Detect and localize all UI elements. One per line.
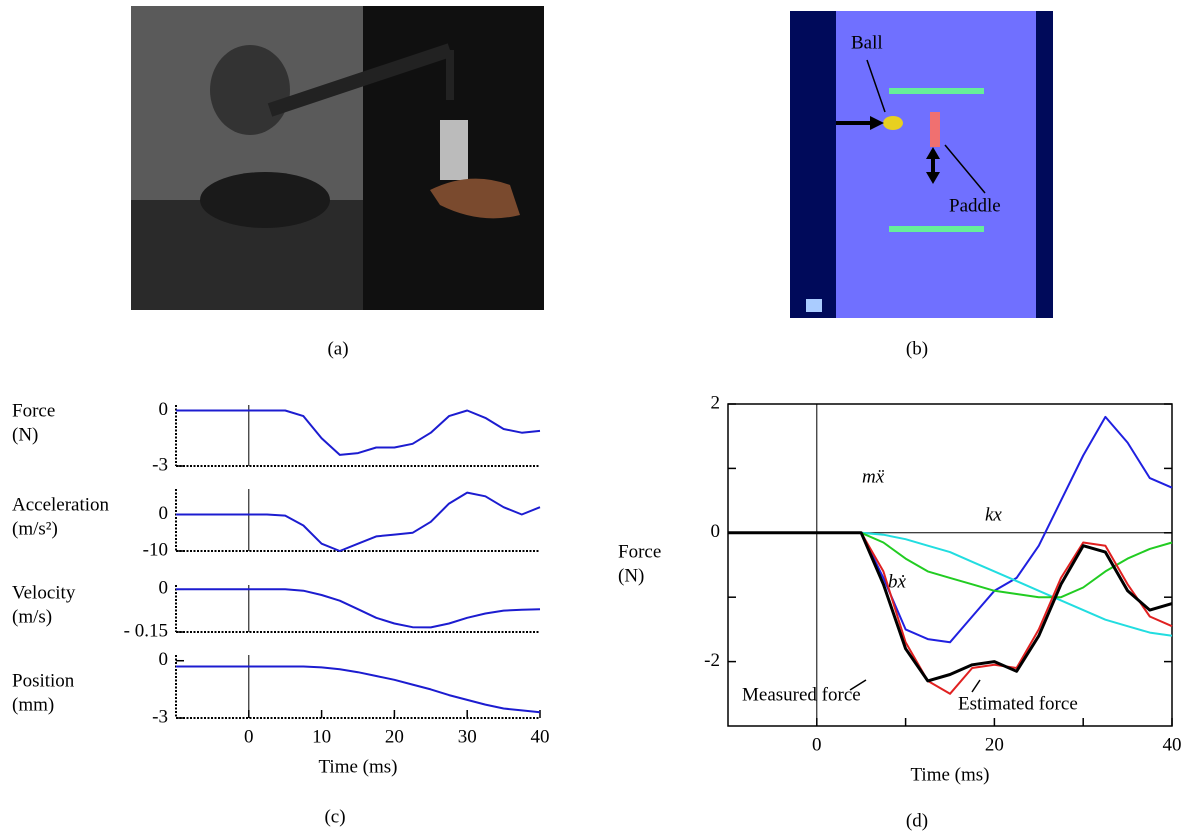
game-diagram: Ball Paddle — [790, 11, 1053, 318]
y-tick-label: 0 — [159, 399, 169, 420]
series-line — [728, 531, 1173, 599]
y-axis-label: Position — [12, 670, 75, 691]
series-line — [728, 531, 1173, 637]
caption: (d) — [906, 810, 928, 831]
y-tick-label: -3 — [152, 454, 168, 475]
y-axis-label: Acceleration — [12, 494, 110, 515]
x-axis-label: Time (ms) — [910, 764, 989, 785]
series-line — [176, 665, 541, 714]
y-tick-label: - 0.15 — [124, 620, 168, 641]
x-tick-label: 40 — [531, 726, 550, 747]
series-line — [728, 415, 1173, 644]
series-label: Estimated force — [958, 693, 1078, 714]
series-line — [728, 531, 1173, 683]
plot-frame — [727, 403, 1173, 727]
y-axis-label: (N) — [12, 424, 38, 445]
y-tick-label: 0 — [159, 503, 169, 524]
x-tick-label: 40 — [1163, 734, 1182, 755]
series-label: kx — [985, 504, 1002, 525]
x-tick-label: 30 — [458, 726, 477, 747]
y-axis-label: (m/s²) — [12, 518, 58, 539]
label-pointer — [849, 679, 867, 691]
y-axis-label: (m/s) — [12, 606, 52, 627]
y-tick-label: -10 — [143, 539, 168, 560]
series-line — [728, 531, 1173, 695]
x-tick-label: 20 — [985, 734, 1004, 755]
caption: (c) — [324, 806, 345, 827]
caption: (b) — [906, 338, 928, 359]
series-line — [176, 588, 541, 629]
y-tick-label: 0 — [159, 578, 169, 599]
diagram-label: Paddle — [949, 195, 1001, 216]
diagram-label: Ball — [851, 32, 883, 53]
y-tick-label: -3 — [152, 706, 168, 727]
x-tick-label: 0 — [244, 726, 254, 747]
x-tick-label: 20 — [385, 726, 404, 747]
series-label: bẋ — [888, 571, 907, 592]
caption: (a) — [327, 338, 348, 359]
x-axis-label: Time (ms) — [318, 756, 397, 777]
y-tick-label: 0 — [159, 649, 169, 670]
y-axis-label: Velocity — [12, 582, 76, 603]
y-axis-label: (N) — [618, 565, 644, 586]
series-label: Measured force — [742, 684, 861, 705]
y-tick-label: 2 — [711, 392, 721, 413]
x-tick-label: 0 — [812, 734, 822, 755]
series-line — [176, 491, 541, 552]
series-label: mẍ — [862, 466, 885, 487]
series-line — [176, 409, 541, 456]
y-axis-label: Force — [12, 400, 55, 421]
label-pointer — [971, 679, 981, 693]
y-tick-label: 0 — [711, 521, 721, 542]
x-tick-label: 10 — [312, 726, 331, 747]
y-axis-label: Force — [618, 541, 661, 562]
photo — [131, 6, 544, 310]
y-tick-label: -2 — [704, 650, 720, 671]
y-axis-label: (mm) — [12, 694, 54, 715]
